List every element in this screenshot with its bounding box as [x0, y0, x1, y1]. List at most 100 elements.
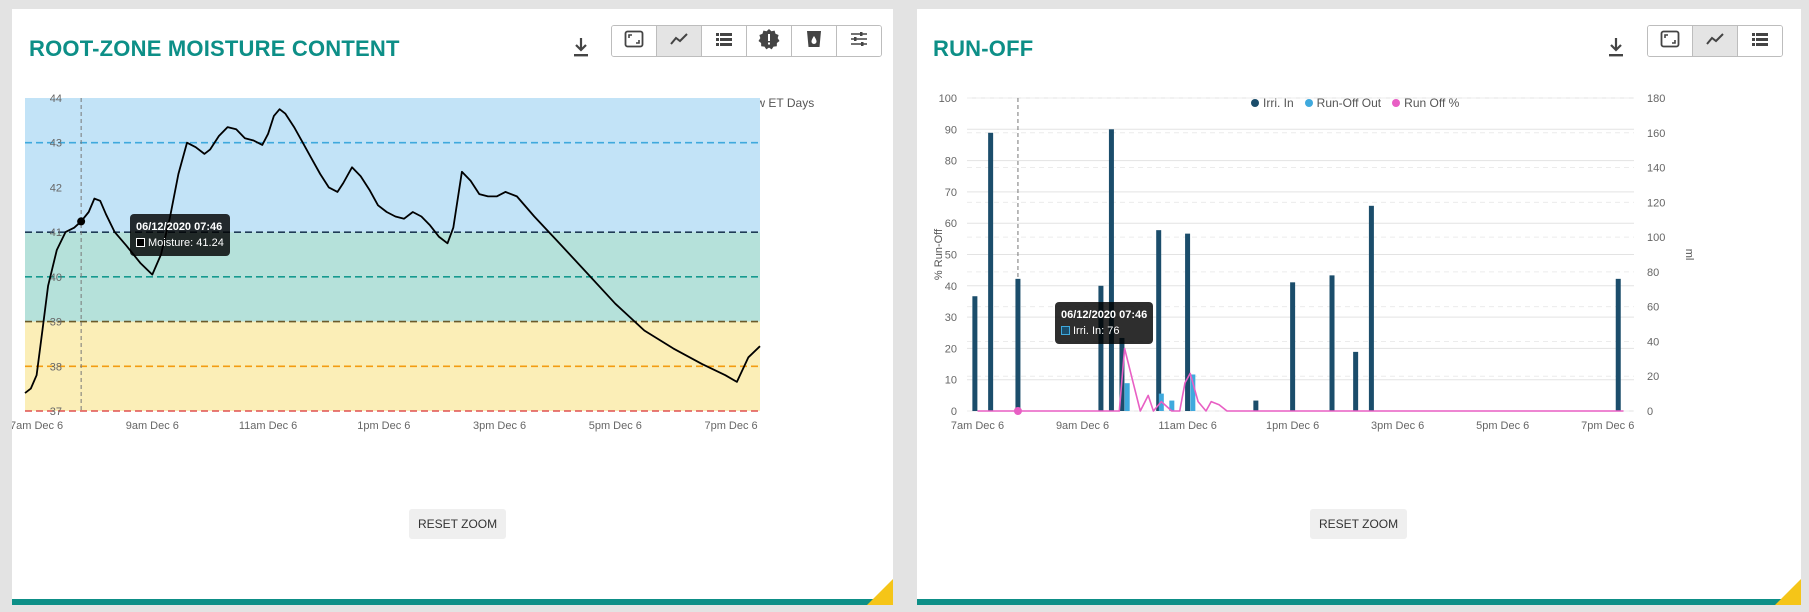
y2-tick-label: 80: [1647, 267, 1659, 279]
y2-axis-label: ml: [1683, 249, 1695, 261]
x-tick-label: 5pm Dec 6: [1476, 420, 1529, 432]
x-tick-label: 11am Dec 6: [1158, 420, 1217, 432]
y2-tick-label: 100: [1647, 232, 1665, 244]
irri-in-bar: [988, 132, 994, 411]
irri-in-bar: [1329, 275, 1335, 411]
irri-in-bar: [1098, 285, 1104, 411]
x-tick-label: 5pm Dec 6: [589, 420, 642, 432]
y-tick-label: 37: [50, 406, 62, 418]
legend-label: Irri. In: [1263, 96, 1294, 110]
y-tick-label: 42: [50, 182, 62, 194]
right-legend-item[interactable]: Run Off %: [1392, 96, 1459, 110]
run-off-pct-line: [977, 347, 1624, 412]
table-icon: [1750, 30, 1770, 53]
x-tick-label: 11am Dec 6: [239, 420, 298, 432]
x-tick-label: 7am Dec 6: [12, 420, 63, 432]
legend-label: Low ET Days: [743, 96, 815, 110]
runoff-chart: 0 10 20 30 40 50 60 70 80 90 100 0 20 40 60 80 100 120 140…: [933, 93, 1695, 432]
x-tick-label: 7pm Dec 6: [704, 420, 757, 432]
legend-marker: [1251, 99, 1259, 107]
run-off-out-bar: [1124, 383, 1130, 411]
x-tick-label: 9am Dec 6: [1056, 420, 1109, 432]
resize-corner[interactable]: [1775, 579, 1801, 605]
settings-sliders-icon: [849, 30, 869, 53]
x-tick-label: 9am Dec 6: [126, 420, 179, 432]
table-button[interactable]: [702, 26, 747, 56]
right-legend-item[interactable]: Irri. In: [1251, 96, 1294, 110]
moisture-tooltip: 06/12/2020 07:46 Moisture: 41.24: [130, 214, 230, 256]
table-icon: [714, 30, 734, 53]
y-tick-label: 10: [945, 375, 957, 387]
run-off-out-bar: [1190, 374, 1196, 411]
y-tick-label: 40: [945, 281, 957, 293]
cup-icon: [804, 29, 824, 54]
reset-zoom-button[interactable]: RESET ZOOM: [409, 509, 507, 539]
x-tick-label: 7am Dec 6: [951, 420, 1004, 432]
moisture-chart-title: ROOT-ZONE MOISTURE CONTENT: [29, 36, 400, 61]
runoff-panel: RUN-OFF Irri. In Run-Off Out Run Off % 0 10…: [917, 9, 1801, 605]
resize-corner[interactable]: [867, 579, 893, 605]
y2-tick-label: 180: [1647, 93, 1665, 105]
download-icon[interactable]: [569, 35, 593, 61]
alert-button[interactable]: [747, 26, 792, 56]
irri-in-bar: [1615, 278, 1621, 411]
x-tick-label: 1pm Dec 6: [1266, 420, 1319, 432]
moisture-toolbar: [611, 25, 882, 57]
runoff-tooltip: 06/12/2020 07:46 Irri. In: 76: [1055, 302, 1154, 344]
irri-in-bar: [1253, 400, 1259, 411]
y-tick-label: 70: [945, 187, 957, 199]
y-tick-label: 38: [50, 361, 62, 373]
tooltip-swatch: [136, 238, 145, 247]
legend-marker: [1304, 99, 1313, 107]
y-tick-label: 100: [939, 93, 957, 105]
y-tick-label: 50: [945, 250, 957, 262]
irri-in-bar: [1156, 230, 1162, 411]
runoff-legend: Irri. In Run-Off Out Run Off %: [1251, 96, 1459, 110]
x-tick-label: 3pm Dec 6: [1371, 420, 1424, 432]
line-chart-button[interactable]: [1693, 26, 1738, 56]
irri-in-bar: [1368, 205, 1374, 411]
panel-footer-bar: [12, 599, 893, 605]
y2-tick-label: 40: [1647, 336, 1659, 348]
tooltip-date: 06/12/2020 07:46: [136, 221, 223, 233]
hover-point: [77, 217, 86, 226]
y2-tick-label: 120: [1647, 197, 1665, 209]
x-tick-label: 1pm Dec 6: [357, 420, 410, 432]
y-tick-label: 20: [945, 343, 957, 355]
y-tick-label: 90: [945, 124, 957, 136]
hover-point: [1013, 407, 1022, 415]
table-button[interactable]: [1738, 26, 1782, 56]
legend-label: Run-Off Out: [1316, 96, 1382, 110]
line-chart-icon: [1705, 30, 1725, 53]
irri-in-bar: [1015, 278, 1021, 411]
legend-label: Run Off %: [1404, 96, 1460, 110]
alert-icon: [758, 28, 780, 55]
x-tick-label: 3pm Dec 6: [473, 420, 526, 432]
settings-button[interactable]: [837, 26, 881, 56]
y-tick-label: 41: [50, 227, 62, 239]
reset-zoom-button[interactable]: RESET ZOOM: [1310, 509, 1408, 539]
moisture-chart: 37 38 39 40 41 42 43 44 7am Dec 6 9am Dec 6 11am D…: [12, 93, 761, 432]
y-tick-label: 40: [50, 272, 62, 284]
y-tick-label: 80: [945, 156, 957, 168]
moisture-series-line: [24, 108, 761, 394]
y-tick-label: 39: [50, 317, 62, 329]
y-axis-label: % Run-Off: [933, 228, 945, 280]
y2-tick-label: 0: [1647, 406, 1653, 418]
line-chart-button[interactable]: [657, 26, 702, 56]
cup-button[interactable]: [792, 26, 837, 56]
right-legend-item[interactable]: Run-Off Out: [1304, 96, 1382, 110]
irri-in-bar: [1290, 282, 1296, 411]
tooltip-date: 06/12/2020 07:46: [1061, 309, 1148, 321]
y2-tick-label: 20: [1647, 371, 1659, 383]
irri-in-bar: [972, 296, 978, 411]
y-tick-label: 30: [945, 312, 957, 324]
irri-in-bar: [1108, 129, 1114, 412]
y-tick-label: 43: [50, 138, 62, 150]
fullscreen-button[interactable]: [612, 26, 657, 56]
download-icon[interactable]: [1604, 35, 1628, 61]
run-off-out-bar: [1169, 400, 1175, 411]
fullscreen-button[interactable]: [1648, 26, 1693, 56]
moisture-panel: ROOT-ZONE MOISTURE CONTENT MoistureSquee…: [12, 9, 893, 605]
tooltip-swatch: [1061, 326, 1070, 335]
